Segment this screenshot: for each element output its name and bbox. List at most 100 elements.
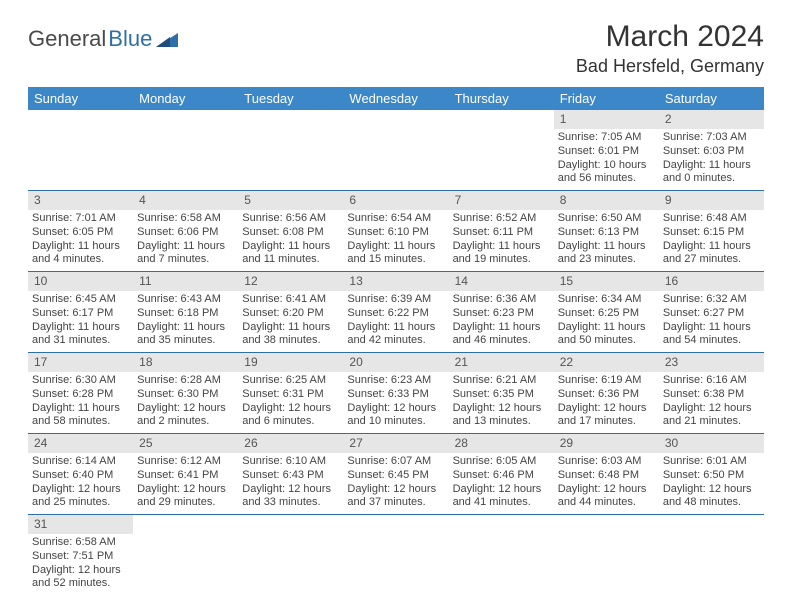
daylight-text: Daylight: 11 hours and 46 minutes. [453,321,550,349]
calendar-day: 12Sunrise: 6:41 AMSunset: 6:20 PMDayligh… [238,272,343,353]
daylight-text: Daylight: 12 hours and 17 minutes. [558,402,655,430]
daylight-text: Daylight: 12 hours and 21 minutes. [663,402,760,430]
calendar-day: 10Sunrise: 6:45 AMSunset: 6:17 PMDayligh… [28,272,133,353]
day-number: 26 [238,434,343,453]
day-number: 10 [28,272,133,291]
calendar-day: 24Sunrise: 6:14 AMSunset: 6:40 PMDayligh… [28,434,133,515]
calendar-empty [133,515,238,596]
calendar-day: 18Sunrise: 6:28 AMSunset: 6:30 PMDayligh… [133,353,238,434]
calendar-day: 25Sunrise: 6:12 AMSunset: 6:41 PMDayligh… [133,434,238,515]
sunset-text: Sunset: 6:15 PM [663,226,760,240]
day-number: 21 [449,353,554,372]
calendar-week: 17Sunrise: 6:30 AMSunset: 6:28 PMDayligh… [28,353,764,434]
daylight-text: Daylight: 11 hours and 38 minutes. [242,321,339,349]
daylight-text: Daylight: 12 hours and 6 minutes. [242,402,339,430]
daylight-text: Daylight: 12 hours and 44 minutes. [558,483,655,511]
sunset-text: Sunset: 6:13 PM [558,226,655,240]
day-number: 17 [28,353,133,372]
sunset-text: Sunset: 6:25 PM [558,307,655,321]
calendar-empty [449,110,554,191]
daylight-text: Daylight: 12 hours and 29 minutes. [137,483,234,511]
sunset-text: Sunset: 6:48 PM [558,469,655,483]
daylight-text: Daylight: 11 hours and 19 minutes. [453,240,550,268]
sunrise-text: Sunrise: 6:21 AM [453,374,550,388]
day-number: 1 [554,110,659,129]
calendar-day: 11Sunrise: 6:43 AMSunset: 6:18 PMDayligh… [133,272,238,353]
sunrise-text: Sunrise: 6:16 AM [663,374,760,388]
daylight-text: Daylight: 11 hours and 15 minutes. [347,240,444,268]
calendar-day: 20Sunrise: 6:23 AMSunset: 6:33 PMDayligh… [343,353,448,434]
calendar-day: 7 Sunrise: 6:52 AMSunset: 6:11 PMDaylight… [449,191,554,272]
day-number: 24 [28,434,133,453]
logo: General Blue [28,20,178,52]
sunset-text: Sunset: 6:11 PM [453,226,550,240]
calendar-empty [133,110,238,191]
calendar-day: 9 Sunrise: 6:48 AMSunset: 6:15 PMDaylight… [659,191,764,272]
calendar-day: 28Sunrise: 6:05 AMSunset: 6:46 PMDayligh… [449,434,554,515]
calendar-day: 5Sunrise: 6:56 AMSunset: 6:08 PMDaylight… [238,191,343,272]
calendar-day: 22Sunrise: 6:19 AMSunset: 6:36 PMDayligh… [554,353,659,434]
day-number: 11 [133,272,238,291]
sunrise-text: Sunrise: 6:23 AM [347,374,444,388]
day-header: Tuesday [238,87,343,110]
sunrise-text: Sunrise: 6:41 AM [242,293,339,307]
day-number: 4 [133,191,238,210]
day-header: Sunday [28,87,133,110]
calendar-empty [449,515,554,596]
calendar-day: 31Sunrise: 6:58 AMSunset: 7:51 PMDayligh… [28,515,133,596]
day-number: 15 [554,272,659,291]
sunset-text: Sunset: 6:50 PM [663,469,760,483]
daylight-text: Daylight: 12 hours and 33 minutes. [242,483,339,511]
day-header: Thursday [449,87,554,110]
sunrise-text: Sunrise: 6:58 AM [137,212,234,226]
day-header-row: SundayMondayTuesdayWednesdayThursdayFrid… [28,87,764,110]
day-number: 7 [449,191,554,210]
calendar-day: 21Sunrise: 6:21 AMSunset: 6:35 PMDayligh… [449,353,554,434]
calendar-week: 24Sunrise: 6:14 AMSunset: 6:40 PMDayligh… [28,434,764,515]
day-number: 27 [343,434,448,453]
calendar-day: 13Sunrise: 6:39 AMSunset: 6:22 PMDayligh… [343,272,448,353]
sunrise-text: Sunrise: 6:10 AM [242,455,339,469]
sunrise-text: Sunrise: 6:52 AM [453,212,550,226]
sunrise-text: Sunrise: 6:28 AM [137,374,234,388]
daylight-text: Daylight: 11 hours and 4 minutes. [32,240,129,268]
calendar-day: 19Sunrise: 6:25 AMSunset: 6:31 PMDayligh… [238,353,343,434]
title-block: March 2024 Bad Hersfeld, Germany [576,20,764,77]
sunset-text: Sunset: 6:31 PM [242,388,339,402]
day-header: Wednesday [343,87,448,110]
daylight-text: Daylight: 11 hours and 58 minutes. [32,402,129,430]
daylight-text: Daylight: 12 hours and 2 minutes. [137,402,234,430]
calendar-day: 17Sunrise: 6:30 AMSunset: 6:28 PMDayligh… [28,353,133,434]
calendar-empty [238,110,343,191]
logo-flag-icon [156,31,178,47]
day-number: 6 [343,191,448,210]
daylight-text: Daylight: 11 hours and 27 minutes. [663,240,760,268]
sunrise-text: Sunrise: 6:36 AM [453,293,550,307]
calendar-day: 2Sunrise: 7:03 AMSunset: 6:03 PMDaylight… [659,110,764,191]
sunrise-text: Sunrise: 7:01 AM [32,212,129,226]
sunset-text: Sunset: 6:22 PM [347,307,444,321]
sunrise-text: Sunrise: 6:50 AM [558,212,655,226]
day-number: 16 [659,272,764,291]
day-number: 9 [659,191,764,210]
day-number: 28 [449,434,554,453]
sunrise-text: Sunrise: 6:12 AM [137,455,234,469]
sunrise-text: Sunrise: 6:54 AM [347,212,444,226]
sunrise-text: Sunrise: 6:25 AM [242,374,339,388]
sunrise-text: Sunrise: 6:19 AM [558,374,655,388]
day-number: 5 [238,191,343,210]
sunset-text: Sunset: 6:43 PM [242,469,339,483]
calendar-body: 1Sunrise: 7:05 AMSunset: 6:01 PMDaylight… [28,110,764,595]
logo-text-general: General [28,26,106,52]
calendar-day: 15Sunrise: 6:34 AMSunset: 6:25 PMDayligh… [554,272,659,353]
sunset-text: Sunset: 6:06 PM [137,226,234,240]
sunrise-text: Sunrise: 6:48 AM [663,212,760,226]
calendar-empty [343,110,448,191]
day-number: 22 [554,353,659,372]
calendar-day: 8Sunrise: 6:50 AMSunset: 6:13 PMDaylight… [554,191,659,272]
sunrise-text: Sunrise: 7:03 AM [663,131,760,145]
day-number: 8 [554,191,659,210]
sunset-text: Sunset: 6:05 PM [32,226,129,240]
calendar-day: 14Sunrise: 6:36 AMSunset: 6:23 PMDayligh… [449,272,554,353]
sunrise-text: Sunrise: 6:34 AM [558,293,655,307]
